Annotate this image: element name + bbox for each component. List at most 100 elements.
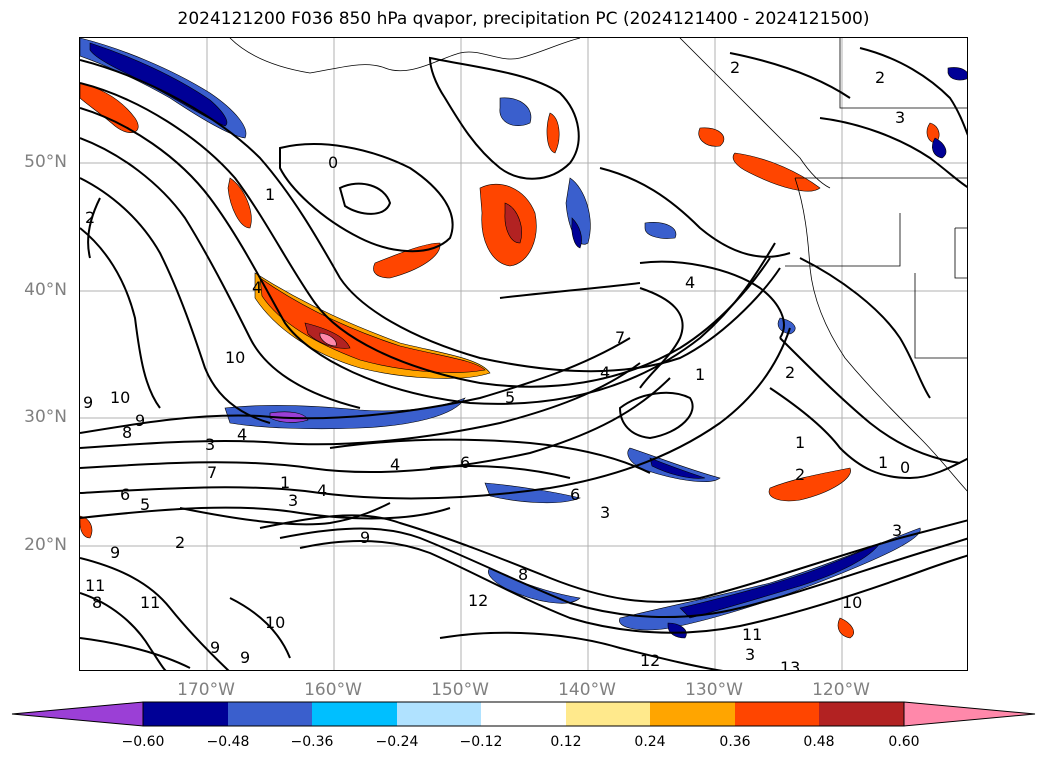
precip-region [373,242,441,279]
contour-label: 7 [207,463,217,482]
contour-line [87,197,101,259]
alaska-coast [229,38,581,74]
lat-label-30n: 30°N [24,407,67,427]
state-border [785,213,901,267]
precip-region [546,112,560,154]
contour-labels: 0 1 2 2 2 3 4 4 4 7 10 10 9 9 8 3 4 7 1 … [83,58,910,670]
colorbar-tick: 0.24 [634,734,666,750]
contour-label: 6 [120,485,130,504]
colorbar-segment [566,702,650,726]
contour-line [80,637,191,669]
contour-line [299,540,967,634]
contour-label: 1 [695,365,705,384]
lon-label-140w: 140°W [558,680,616,700]
contour-label: 4 [600,363,610,382]
precip-region [837,617,854,639]
bc-coast [679,38,831,189]
contour-label: 3 [600,503,610,522]
contour-label: 9 [83,393,93,412]
contour-label: 9 [210,638,220,657]
precip-region [932,137,947,159]
colorbar-tick: 0.48 [803,734,835,750]
contour-label: 1 [280,473,290,492]
contour-label: 3 [288,491,298,510]
lat-label-20n: 20°N [24,535,67,555]
contour-label: 11 [85,576,105,595]
contour-label: 2 [875,68,885,87]
contour-line [618,391,694,440]
contour-label: 10 [225,348,245,367]
colorbar-extend-max [903,701,1036,727]
contour-line [429,465,571,479]
contour-line [729,52,851,99]
contour-line [80,82,771,388]
lon-label-150w: 150°W [431,680,489,700]
precip-region [732,152,821,192]
contour-label: 4 [317,481,327,500]
contour-line [80,377,671,474]
precip-region [571,217,582,249]
contour-label: 9 [135,411,145,430]
colorbar-tick: 0.36 [719,734,751,750]
contour-line [80,337,631,434]
map-panel: 0 1 2 2 2 3 4 4 4 7 10 10 9 9 8 3 4 7 1 … [79,37,968,671]
colorbar [11,701,1036,727]
contour-label: 11 [742,625,762,644]
contour-label: 9 [240,648,250,667]
contour-line [799,257,931,399]
contour-label: 5 [140,495,150,514]
lat-label-40n: 40°N [24,280,67,300]
contour-label: 10 [110,388,130,407]
contour-label: 8 [92,593,102,612]
lon-label-120w: 120°W [812,680,870,700]
colorbar-segment [735,702,819,726]
precip-region [777,317,796,335]
contour-label: 5 [505,388,515,407]
precip-positive-shading [80,82,940,639]
contour-line [80,362,641,449]
contour-line [179,502,391,526]
contour-line [80,327,791,500]
contour-line [439,631,724,670]
colorbar-tick: 0.12 [550,734,582,750]
contour-label: 6 [570,485,580,504]
precip-region [80,515,93,539]
contour-label: 4 [390,455,400,474]
colorbar-tick: −0.60 [121,734,165,750]
contour-label: 10 [265,613,285,632]
contour-label: 12 [640,651,660,670]
precip-region [488,567,581,604]
contour-line [338,182,392,215]
contour-label: 4 [237,425,247,444]
contour-line [599,167,791,258]
contour-label: 2 [175,533,185,552]
contour-line [80,107,776,405]
colorbar-extend-min [11,701,144,727]
state-border [839,38,967,109]
contour-label: 3 [892,521,902,540]
contour-label: 3 [205,435,215,454]
contour-label: 12 [468,591,488,610]
map-title: 2024121200 F036 850 hPa qvapor, precipit… [177,9,870,29]
precip-region [224,397,466,430]
precip-region [627,447,721,483]
colorbar-segment [143,702,228,726]
contour-line [80,506,451,520]
colorbar-tick: −0.24 [375,734,419,750]
precip-region [227,177,252,229]
contour-line [779,337,961,464]
state-border [914,273,967,359]
colorbar-segment [312,702,397,726]
contour-label: 4 [252,278,262,297]
precip-region [484,482,581,504]
contour-label: 10 [842,593,862,612]
map-canvas: 0 1 2 2 2 3 4 4 4 7 10 10 9 9 8 3 4 7 1 … [80,38,967,670]
precip-region [649,457,706,479]
contour-line [80,227,161,409]
contour-label: 7 [615,328,625,347]
contour-label: 6 [460,453,470,472]
contour-label: 11 [140,593,160,612]
contour-label: 9 [110,543,120,562]
colorbar-segment [481,702,566,726]
contour-label: 1 [878,453,888,472]
